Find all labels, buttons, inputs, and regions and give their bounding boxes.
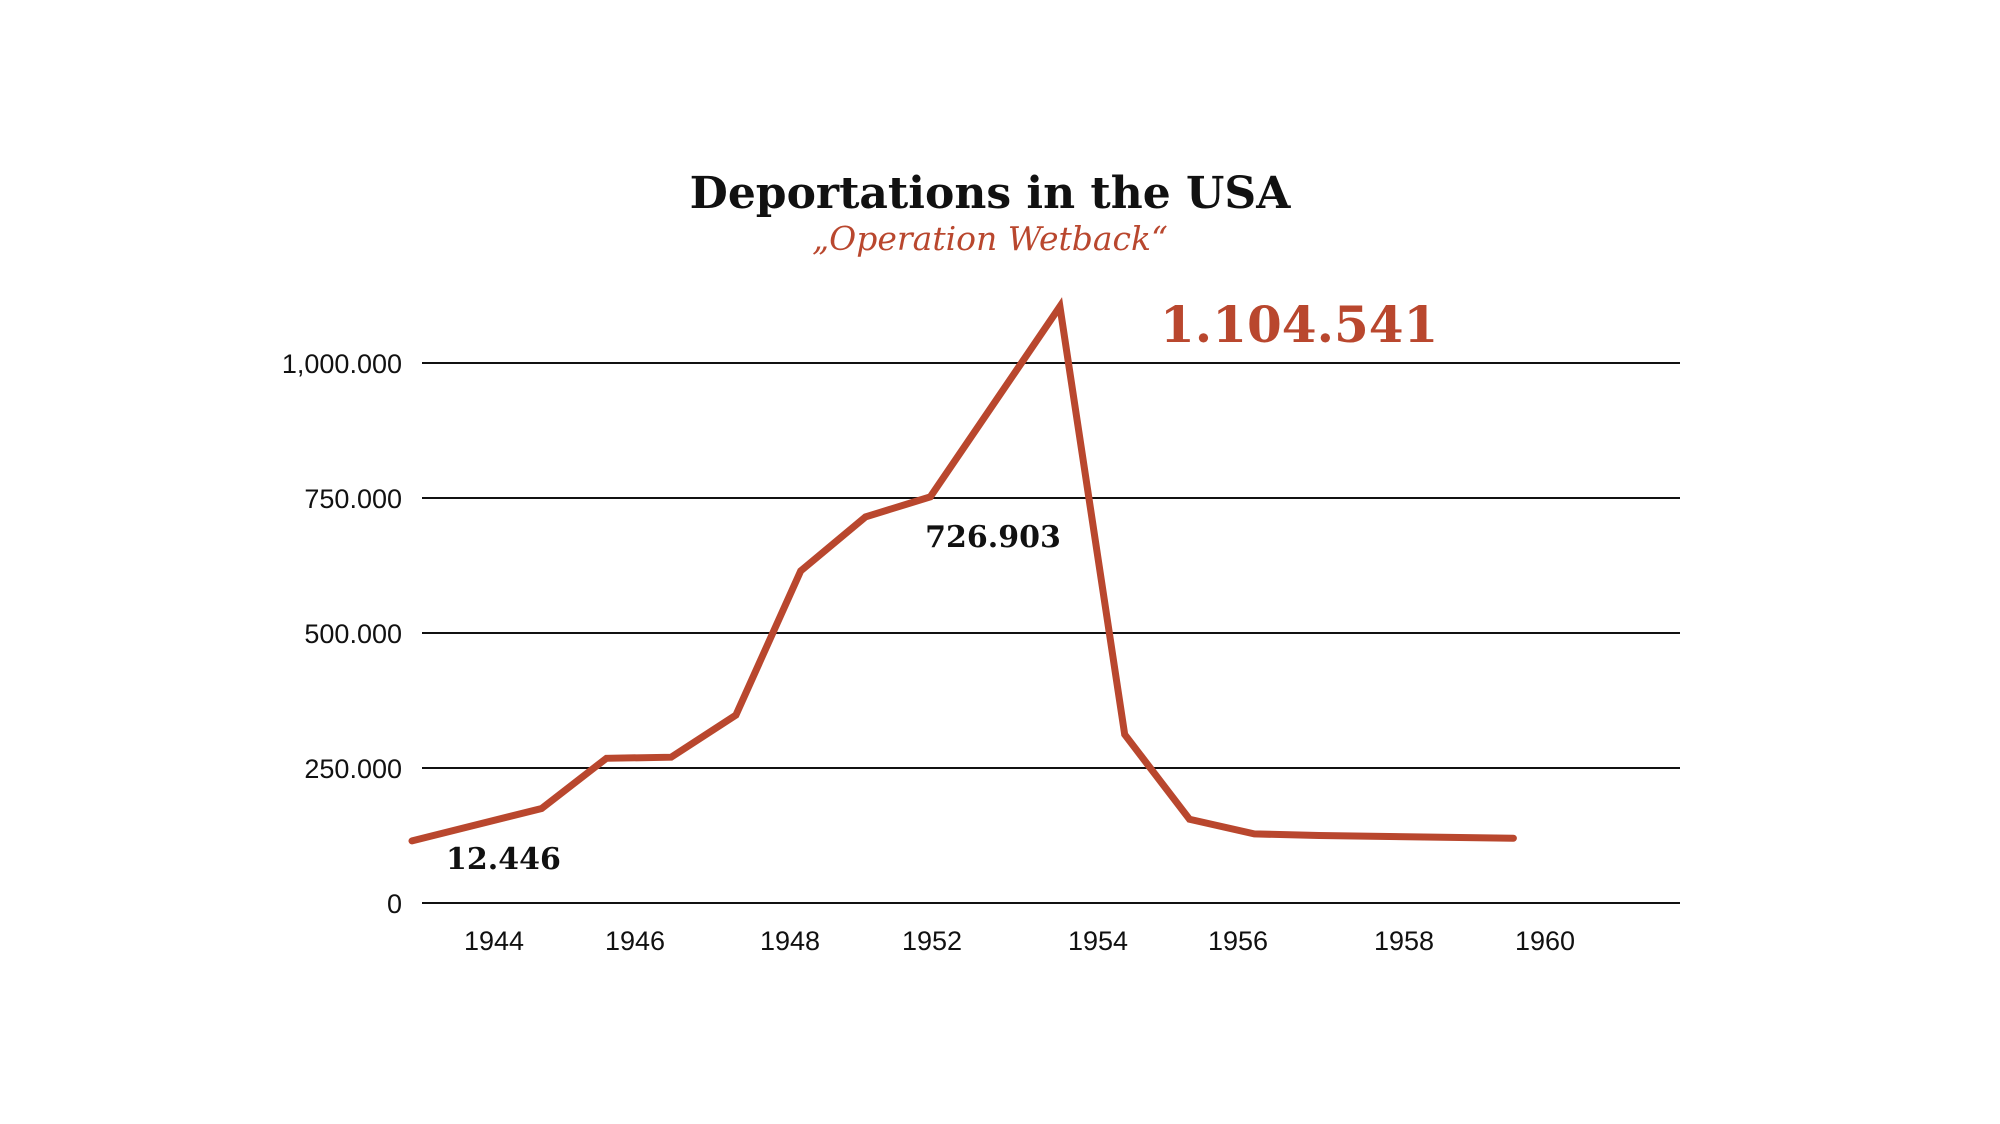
chart-subtitle: „Operation Wetback“ xyxy=(812,219,1168,258)
y-tick-label: 0 xyxy=(387,889,402,919)
series-line xyxy=(408,297,1517,845)
grid xyxy=(422,362,1680,904)
peak-value-label: 1.104.541 xyxy=(1160,295,1438,354)
x-tick-label: 1956 xyxy=(1208,926,1268,956)
x-tick-label: 1944 xyxy=(464,926,524,956)
x-tick-label: 1960 xyxy=(1515,926,1575,956)
chart-title: Deportations in the USA xyxy=(690,168,1292,219)
data-labels: 12.446 726.903 1.104.541 xyxy=(446,295,1438,877)
series xyxy=(408,297,1517,845)
x-tick-label: 1958 xyxy=(1374,926,1434,956)
x-tick-label: 1946 xyxy=(605,926,665,956)
x-tick-label: 1948 xyxy=(760,926,820,956)
y-tick-label: 750.000 xyxy=(304,484,402,514)
x-tick-label: 1954 xyxy=(1068,926,1128,956)
y-axis-ticks: 0 250.000 500.000 750.000 1,000.000 xyxy=(282,349,402,919)
data-label: 12.446 xyxy=(446,842,561,877)
y-tick-label: 500.000 xyxy=(304,619,402,649)
x-tick-label: 1952 xyxy=(902,926,962,956)
y-tick-label: 1,000.000 xyxy=(282,349,402,379)
data-label: 726.903 xyxy=(925,520,1061,555)
x-axis-ticks: 1944 1946 1948 1952 1954 1956 1958 1960 xyxy=(464,926,1575,956)
y-tick-label: 250.000 xyxy=(304,754,402,784)
